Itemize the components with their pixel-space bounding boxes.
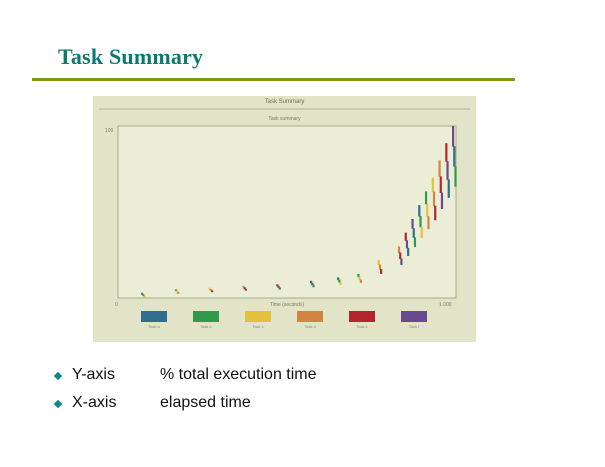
legend-swatch (349, 311, 375, 322)
bar-segment (177, 292, 180, 294)
legend-label: Task a (148, 324, 160, 329)
legend-swatch (141, 311, 167, 322)
chart-subtitle: Task summary (268, 116, 301, 122)
bar-segment (243, 287, 246, 290)
bar-segment (208, 287, 211, 290)
bar-segment (446, 161, 449, 180)
bar-segment (209, 289, 213, 291)
bar-segment (439, 176, 442, 194)
window-title: Task Summary (264, 99, 305, 105)
bar-segment (404, 232, 407, 241)
window-titlebar-line (99, 108, 470, 110)
bar-segment (434, 205, 437, 221)
plot-area (117, 125, 457, 299)
bar-segment (143, 295, 146, 298)
legend-label: Task e (356, 324, 368, 329)
x-tick-right: 1.000 (439, 302, 452, 308)
bar-segment (412, 228, 415, 238)
bullet-value: % total execution time (160, 366, 317, 383)
diamond-bullet-icon (53, 371, 63, 381)
bar-segment (276, 284, 279, 287)
plot-bars (141, 126, 457, 298)
bar-segment (337, 277, 340, 281)
bar-segment (242, 285, 245, 288)
legend-label: Task c (252, 324, 264, 329)
bar-segment (432, 191, 436, 207)
slide-title: Task Summary (58, 44, 204, 69)
bar-segment (211, 290, 214, 293)
diamond-bullet-icon (53, 399, 63, 409)
bar-segment (426, 203, 429, 217)
bar-segment (413, 237, 417, 248)
bar-segment (174, 289, 178, 292)
legend-label: Task f (408, 324, 420, 329)
screenshot-window: Task Summary Task summary 100 0 1.000 Ti… (93, 96, 476, 342)
bar-segment (405, 240, 409, 249)
title-rule (32, 78, 515, 81)
bullet-key: Y-axis (72, 366, 115, 383)
bullet-item-x-axis: X-axis elapsed time (50, 394, 450, 422)
legend-swatch (245, 311, 271, 322)
legend-label: Task b (200, 324, 212, 329)
bar-segment (378, 264, 382, 270)
bar-segment (277, 285, 280, 288)
bar-segment (427, 216, 430, 230)
bullet-item-y-axis: Y-axis % total execution time (50, 366, 450, 394)
bullet-list: Y-axis % total execution time X-axis ela… (50, 366, 450, 422)
x-axis-label: Time (seconds) (270, 302, 305, 308)
bar-segment (400, 258, 403, 265)
bar-segment (310, 280, 313, 284)
legend-swatch (297, 311, 323, 322)
bar-segment (359, 279, 362, 283)
bar-segment (453, 146, 456, 167)
bar-segment (377, 260, 380, 266)
x-tick-left: 0 (115, 302, 118, 308)
bar-segment (454, 166, 457, 187)
legend-swatch (401, 311, 427, 322)
bar-segment (244, 288, 248, 291)
bar-segment (339, 282, 342, 286)
bar-segment (407, 247, 410, 257)
bar-segment (418, 205, 421, 217)
bar-segment (445, 143, 448, 162)
legend-label: Task d (304, 324, 316, 329)
bar-segment (397, 246, 401, 253)
bar-segment (357, 273, 360, 278)
bar-segment (176, 290, 179, 293)
bar-segment (141, 292, 144, 295)
bullet-value: elapsed time (160, 394, 251, 411)
bar-segment (411, 218, 414, 229)
bar-segment (419, 215, 422, 228)
legend-swatch (193, 311, 219, 322)
bar-segment (424, 191, 428, 205)
bar-segment (447, 179, 450, 198)
bar-segment (358, 276, 361, 281)
bar-segment (380, 268, 383, 274)
bar-segment (431, 177, 434, 193)
bar-segment (312, 284, 315, 288)
bar-segment (278, 287, 281, 290)
bar-segment (399, 252, 402, 259)
bar-segment (142, 294, 145, 297)
task-summary-plot: 100 0 1.000 Time (seconds) (99, 108, 470, 308)
bar-segment (440, 192, 444, 210)
bar-segment (452, 126, 455, 147)
bar-segment (420, 226, 423, 239)
bar-segment (338, 279, 341, 283)
bar-segment (438, 160, 441, 177)
y-tick-top: 100 (105, 128, 114, 134)
bullet-key: X-axis (72, 394, 117, 411)
bar-segment (311, 282, 314, 286)
